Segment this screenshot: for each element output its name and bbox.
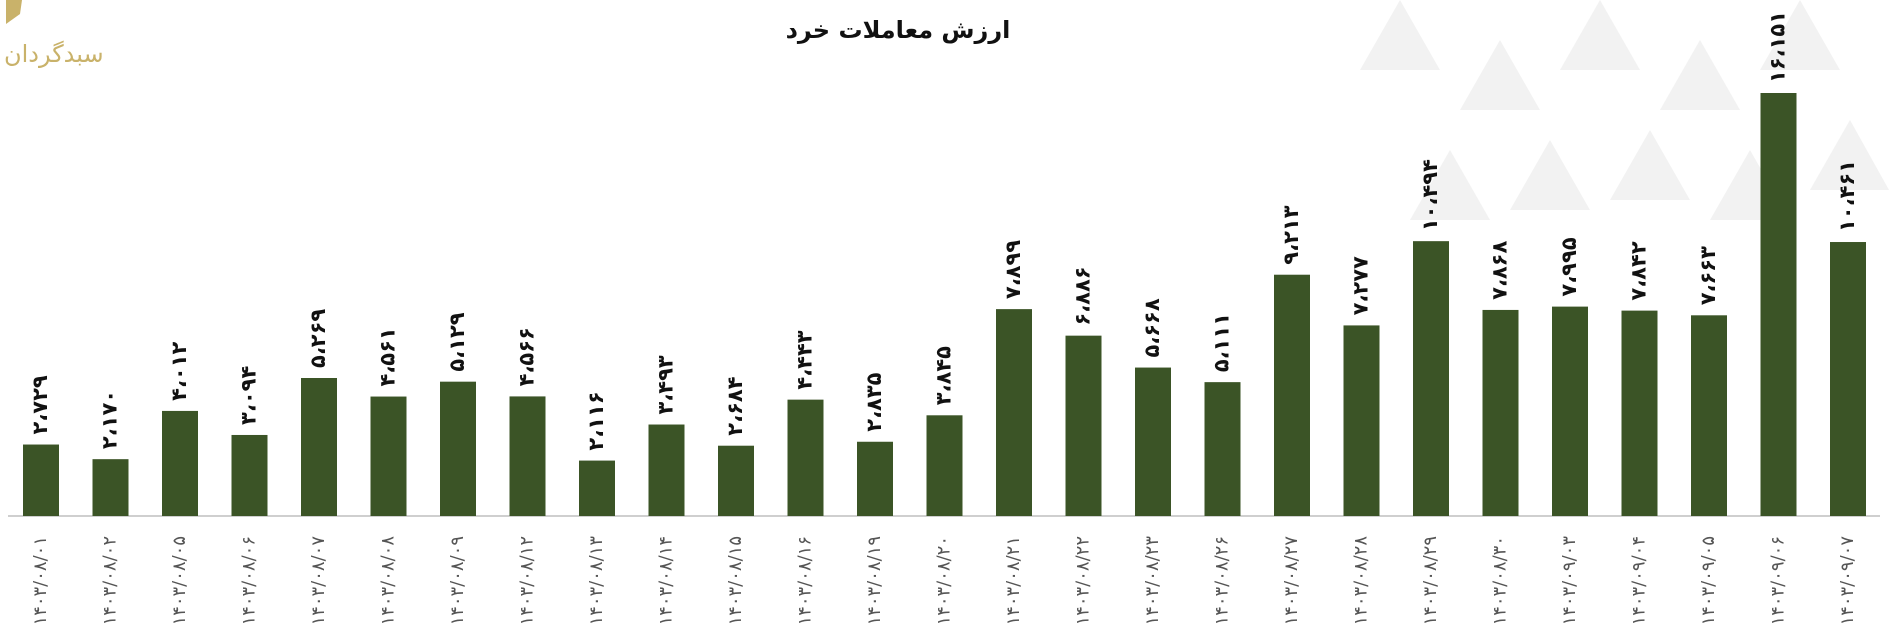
- value-label: ۳،۴۹۳: [654, 355, 678, 414]
- x-tick-label: ۱۴۰۳/۰۹/۰۵: [1698, 536, 1719, 625]
- value-label: ۵،۲۶۹: [306, 309, 330, 368]
- bar: [1204, 382, 1241, 516]
- x-tick-label: ۱۴۰۳/۰۸/۰۲: [100, 536, 121, 625]
- bar: [1552, 306, 1588, 516]
- bar: [648, 424, 685, 516]
- x-tick-label: ۱۴۰۳/۰۸/۱۳: [586, 536, 607, 626]
- value-label: ۷،۸۴۲: [1627, 241, 1651, 300]
- x-tick-label: ۱۴۰۳/۰۸/۰۱: [30, 536, 51, 625]
- bar: [1830, 242, 1866, 517]
- value-label: ۵،۶۶۸: [1140, 298, 1164, 357]
- bar: [370, 396, 407, 516]
- logo-text: سبدگردان: [4, 40, 104, 68]
- x-tick-label: ۱۴۰۳/۰۸/۱۵: [725, 536, 746, 625]
- x-tick-label: ۱۴۰۳/۰۸/۲۰: [934, 536, 955, 625]
- bar: [1274, 274, 1310, 516]
- value-label: ۷،۶۶۳: [1696, 246, 1720, 305]
- x-tick-label: ۱۴۰۳/۰۹/۰۶: [1768, 536, 1789, 625]
- x-tick-label: ۱۴۰۳/۰۸/۲۳: [1142, 536, 1163, 626]
- value-label: ۱۰،۴۹۴: [1418, 159, 1442, 231]
- bar: [231, 434, 268, 516]
- value-label: ۵،۱۱۱: [1210, 313, 1234, 372]
- logo-mark: [6, 0, 22, 24]
- x-tick-label: ۱۴۰۳/۰۹/۰۷: [1837, 536, 1858, 626]
- x-tick-label: ۱۴۰۳/۰۸/۲۹: [1420, 536, 1441, 625]
- chart-title: ارزش معاملات خرد: [786, 16, 1011, 44]
- x-tick-label: ۱۴۰۳/۰۸/۱۲: [517, 536, 538, 625]
- x-tick-label: ۱۴۰۳/۰۸/۱۴: [656, 536, 677, 625]
- x-tick-label: ۱۴۰۳/۰۹/۰۳: [1559, 536, 1580, 626]
- bar: [509, 396, 546, 516]
- bar: [23, 444, 59, 516]
- value-label: ۵،۱۲۹: [445, 312, 469, 371]
- bar: [1482, 309, 1519, 516]
- x-tick-label: ۱۴۰۳/۰۸/۲۶: [1212, 536, 1233, 625]
- bar: [787, 399, 824, 516]
- value-label: ۳،۰۹۴: [237, 366, 261, 425]
- bar: [1065, 335, 1102, 516]
- x-tick-label: ۱۴۰۳/۰۸/۰۶: [239, 536, 260, 625]
- x-tick-label: ۱۴۰۳/۰۸/۰۹: [447, 536, 468, 625]
- x-tick-label: ۱۴۰۳/۰۸/۲۲: [1073, 536, 1094, 625]
- value-label: ۴،۴۴۳: [793, 330, 817, 389]
- bar: [996, 309, 1032, 516]
- value-label: ۳،۸۴۵: [932, 346, 956, 405]
- value-label: ۷،۸۹۹: [1001, 240, 1025, 299]
- bar: [301, 378, 337, 516]
- bar: [926, 415, 963, 516]
- value-label: ۴،۵۶۶: [515, 327, 539, 386]
- bar: [1413, 241, 1449, 516]
- x-tick-label: ۱۴۰۳/۰۸/۲۸: [1351, 536, 1372, 626]
- background-pattern: [1360, 0, 1889, 220]
- x-tick-label: ۱۴۰۳/۰۸/۲۷: [1281, 536, 1302, 626]
- bar: [1135, 367, 1171, 516]
- x-tick-label: ۱۴۰۳/۰۸/۱۹: [864, 536, 885, 625]
- bar: [440, 381, 476, 516]
- x-tick-label: ۱۴۰۳/۰۸/۱۶: [795, 536, 816, 625]
- value-label: ۷،۸۶۸: [1488, 241, 1512, 300]
- value-label: ۶،۸۸۶: [1071, 266, 1095, 325]
- value-label: ۷،۹۹۵: [1557, 237, 1581, 296]
- bar: [1760, 93, 1797, 516]
- bar: [92, 459, 129, 516]
- value-label: ۴،۰۱۲: [167, 341, 191, 400]
- value-label: ۱۶،۱۵۱: [1766, 11, 1790, 83]
- bar: [1343, 325, 1380, 516]
- bar: [1691, 315, 1727, 516]
- x-tick-label: ۱۴۰۳/۰۸/۰۸: [378, 536, 399, 626]
- x-tick-label: ۱۴۰۳/۰۸/۰۵: [169, 536, 190, 625]
- value-label: ۴،۵۶۱: [376, 327, 400, 386]
- value-label: ۲،۶۸۴: [723, 376, 747, 435]
- bar: [857, 441, 893, 516]
- value-label: ۲،۱۷۰: [98, 390, 122, 449]
- value-label: ۲،۷۲۹: [28, 375, 52, 434]
- x-tick-label: ۱۴۰۳/۰۸/۳۰: [1490, 536, 1511, 625]
- bar: [579, 460, 615, 516]
- value-label: ۱۰،۴۶۱: [1835, 160, 1859, 232]
- bar: [1621, 310, 1658, 516]
- value-label: ۹،۲۱۳: [1279, 205, 1303, 264]
- bar: [162, 410, 198, 516]
- x-tick-label: ۱۴۰۳/۰۸/۰۷: [308, 536, 329, 626]
- value-label: ۲،۱۱۶: [584, 391, 608, 450]
- value-label: ۷،۲۷۷: [1349, 256, 1373, 315]
- x-tick-label: ۱۴۰۳/۰۸/۲۱: [1003, 536, 1024, 625]
- bar: [718, 445, 754, 516]
- value-label: ۲،۸۳۵: [862, 372, 886, 431]
- x-tick-label: ۱۴۰۳/۰۹/۰۴: [1629, 536, 1650, 625]
